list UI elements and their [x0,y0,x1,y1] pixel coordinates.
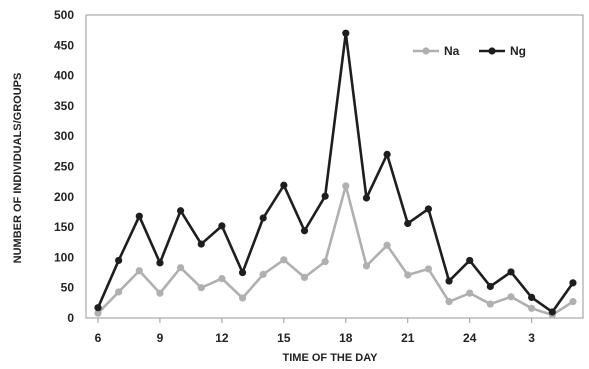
y-tick-label: 250 [54,160,74,174]
data-point-ng [528,293,536,301]
x-tick-label: 12 [215,331,229,345]
data-point-na [280,256,288,264]
data-point-ng [569,279,577,287]
y-tick-label: 350 [54,99,74,113]
x-tick-label: 18 [339,331,353,345]
series-ng [94,29,577,316]
data-point-ng [238,268,247,277]
series-na [94,182,577,319]
data-point-ng [94,304,102,312]
y-axis-label: NUMBER OF INDIVIDUALS/GROUPS [12,73,24,264]
x-tick-label: 6 [95,331,102,345]
x-tick-label: 21 [401,331,415,345]
y-tick-label: 200 [54,190,74,204]
data-point-ng [548,308,556,316]
data-point-na [342,182,350,190]
y-axis-title: NUMBER OF INDIVIDUALS/GROUPS [12,73,24,264]
data-point-na [156,289,164,297]
data-point-ng [404,219,412,228]
data-point-na [115,288,123,296]
data-point-ng [177,207,185,215]
data-point-ng [135,212,143,220]
data-point-na [466,289,474,297]
data-point-ng [507,268,515,276]
data-point-na [238,294,247,302]
data-point-na [135,267,143,275]
data-point-ng [115,256,123,265]
data-point-na [94,309,102,317]
y-tick-label: 500 [54,8,74,22]
data-point-ng [321,192,329,200]
x-tick-label: 15 [277,331,291,345]
data-point-na [569,298,577,306]
data-point-na [404,271,412,279]
legend-label-na: Na [444,44,460,58]
x-axis-label: TIME OF THE DAY [283,352,379,364]
data-point-na [218,275,226,283]
data-point-ng [156,259,164,267]
data-point-ng [259,214,267,222]
data-point-ng [300,227,309,235]
y-tick-label: 100 [54,250,74,264]
y-tick-label: 0 [67,311,74,325]
x-tick-label: 24 [463,331,477,345]
y-tick-label: 50 [61,281,75,295]
data-point-ng [197,240,205,248]
x-tick-label: 3 [528,331,535,345]
data-point-ng [280,181,288,189]
series-line-na [97,184,574,317]
data-point-ng [486,282,494,291]
data-point-na [507,293,515,301]
y-tick-label: 400 [54,69,74,83]
y-tick-label: 450 [54,38,74,52]
data-point-na [321,258,329,266]
data-point-na [259,270,267,278]
data-point-na [177,264,185,272]
x-tick-label: 9 [157,331,164,345]
y-tick-label: 150 [54,220,74,234]
series-line-ng [96,31,575,314]
data-point-ng [342,29,350,37]
data-point-na [445,298,453,306]
data-point-na [197,284,205,292]
data-point-na [528,304,536,312]
plot-frame [85,14,584,319]
legend-label-ng: Ng [510,44,526,58]
data-point-na [424,265,432,273]
data-point-na [486,300,494,308]
legend-marker-na [422,47,430,55]
data-point-ng [218,222,226,230]
data-point-ng [362,194,371,202]
legend: Na Ng [413,44,526,58]
y-tick-label: 300 [54,129,74,143]
data-point-na [383,241,391,249]
data-point-na [362,262,371,270]
data-point-ng [466,256,474,265]
data-point-ng [424,205,432,213]
data-point-ng [383,150,391,158]
data-point-ng [445,277,453,285]
legend-marker-ng [488,47,496,55]
data-point-na [300,273,309,281]
